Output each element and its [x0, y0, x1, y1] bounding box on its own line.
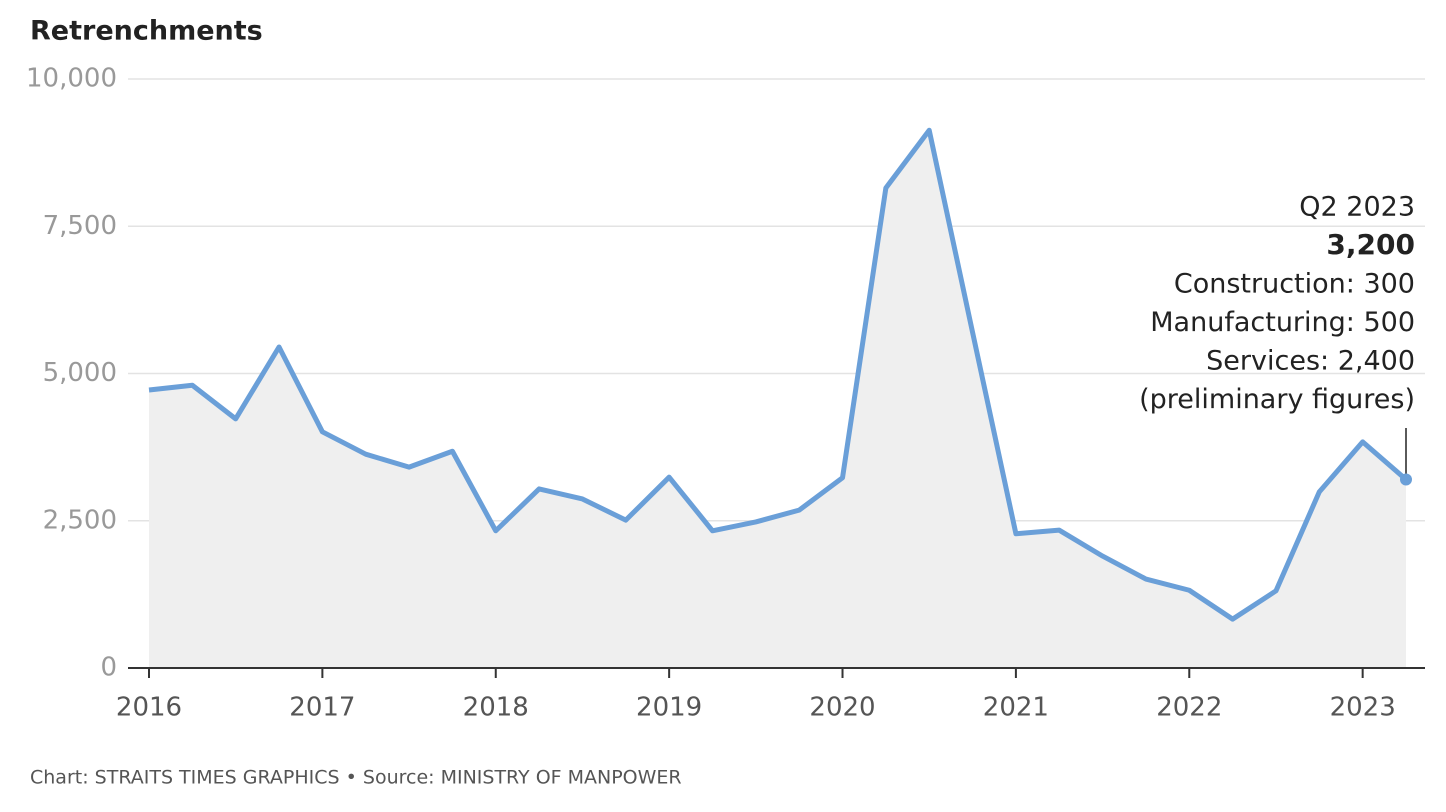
- y-tick-label: 0: [100, 653, 117, 683]
- annotation-title: Q2 2023: [1299, 192, 1415, 223]
- x-tick-label: 2018: [463, 693, 529, 723]
- chart-title: Retrenchments: [30, 16, 263, 47]
- area: [149, 130, 1406, 669]
- y-tick-label: 2,500: [43, 505, 117, 535]
- y-tick-label: 10,000: [26, 64, 117, 94]
- annotation-line: Services: 2,400: [1206, 346, 1415, 377]
- x-tick-label: 2022: [1156, 693, 1222, 723]
- x-tick-label: 2019: [636, 693, 702, 723]
- annotation-value: 3,200: [1326, 228, 1415, 261]
- x-tick-label: 2023: [1330, 693, 1396, 723]
- annotation-line: Construction: 300: [1174, 269, 1415, 300]
- annotation-line: Manufacturing: 500: [1150, 307, 1415, 338]
- x-tick-label: 2020: [809, 693, 875, 723]
- annotation-line: (preliminary figures): [1139, 384, 1415, 415]
- y-tick-label: 7,500: [43, 211, 117, 241]
- x-tick-label: 2017: [289, 693, 355, 723]
- source-note: Chart: STRAITS TIMES GRAPHICS • Source: …: [30, 767, 682, 789]
- y-tick-label: 5,000: [43, 358, 117, 388]
- line: [148, 127, 1408, 622]
- end-point: [1400, 473, 1412, 486]
- x-tick-label: 2021: [983, 693, 1049, 723]
- x-tick-label: 2016: [116, 693, 182, 723]
